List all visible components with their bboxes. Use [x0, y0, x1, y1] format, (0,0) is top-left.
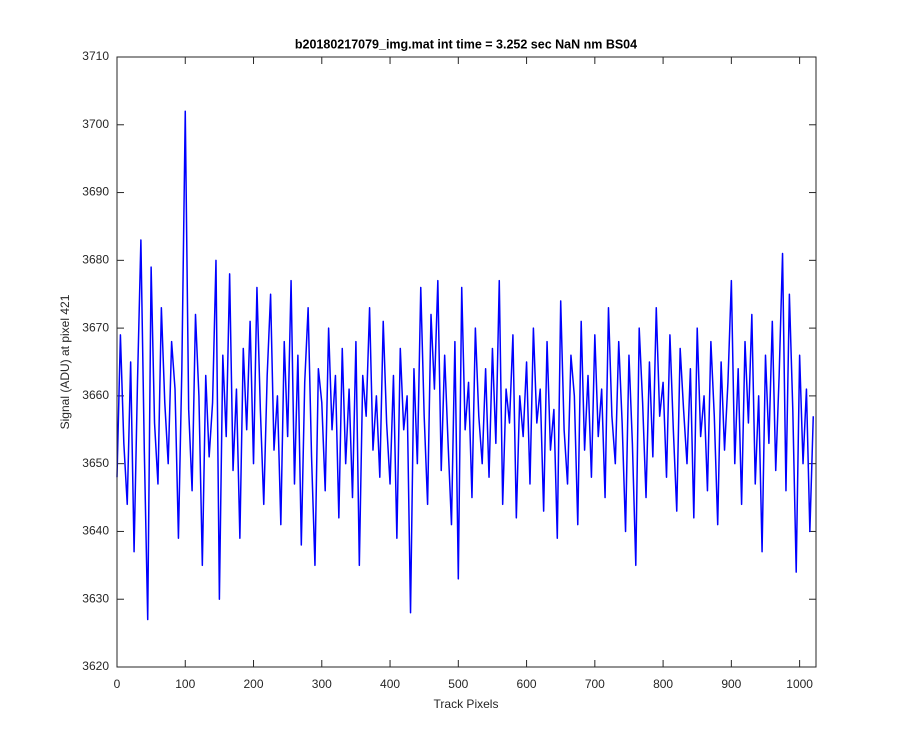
x-axis-label: Track Pixels [434, 697, 499, 711]
y-axis-label: Signal (ADU) at pixel 421 [58, 294, 72, 429]
y-tick-label: 3680 [82, 253, 109, 267]
x-tick-label: 1000 [786, 677, 813, 691]
x-tick-label: 200 [244, 677, 264, 691]
axes-box [116, 56, 817, 668]
x-tick-label: 400 [380, 677, 400, 691]
x-tick-label: 600 [517, 677, 537, 691]
y-tick-label: 3690 [82, 185, 109, 199]
x-tick-label: 900 [721, 677, 741, 691]
y-tick-label: 3640 [82, 524, 109, 538]
x-tick-label: 500 [448, 677, 468, 691]
x-tick-label: 800 [653, 677, 673, 691]
y-tick-label: 3650 [82, 456, 109, 470]
y-tick-label: 3620 [82, 659, 109, 673]
y-tick-label: 3710 [82, 49, 109, 63]
y-tick-label: 3630 [82, 591, 109, 605]
x-tick-label: 700 [585, 677, 605, 691]
x-tick-label: 0 [114, 677, 121, 691]
data-line [116, 110, 815, 621]
y-tick-label: 3670 [82, 320, 109, 334]
y-tick-label: 3700 [82, 117, 109, 131]
chart-title: b20180217079_img.mat int time = 3.252 se… [295, 37, 637, 51]
x-tick-label: 300 [312, 677, 332, 691]
x-tick-label: 100 [175, 677, 195, 691]
y-tick-label: 3660 [82, 388, 109, 402]
